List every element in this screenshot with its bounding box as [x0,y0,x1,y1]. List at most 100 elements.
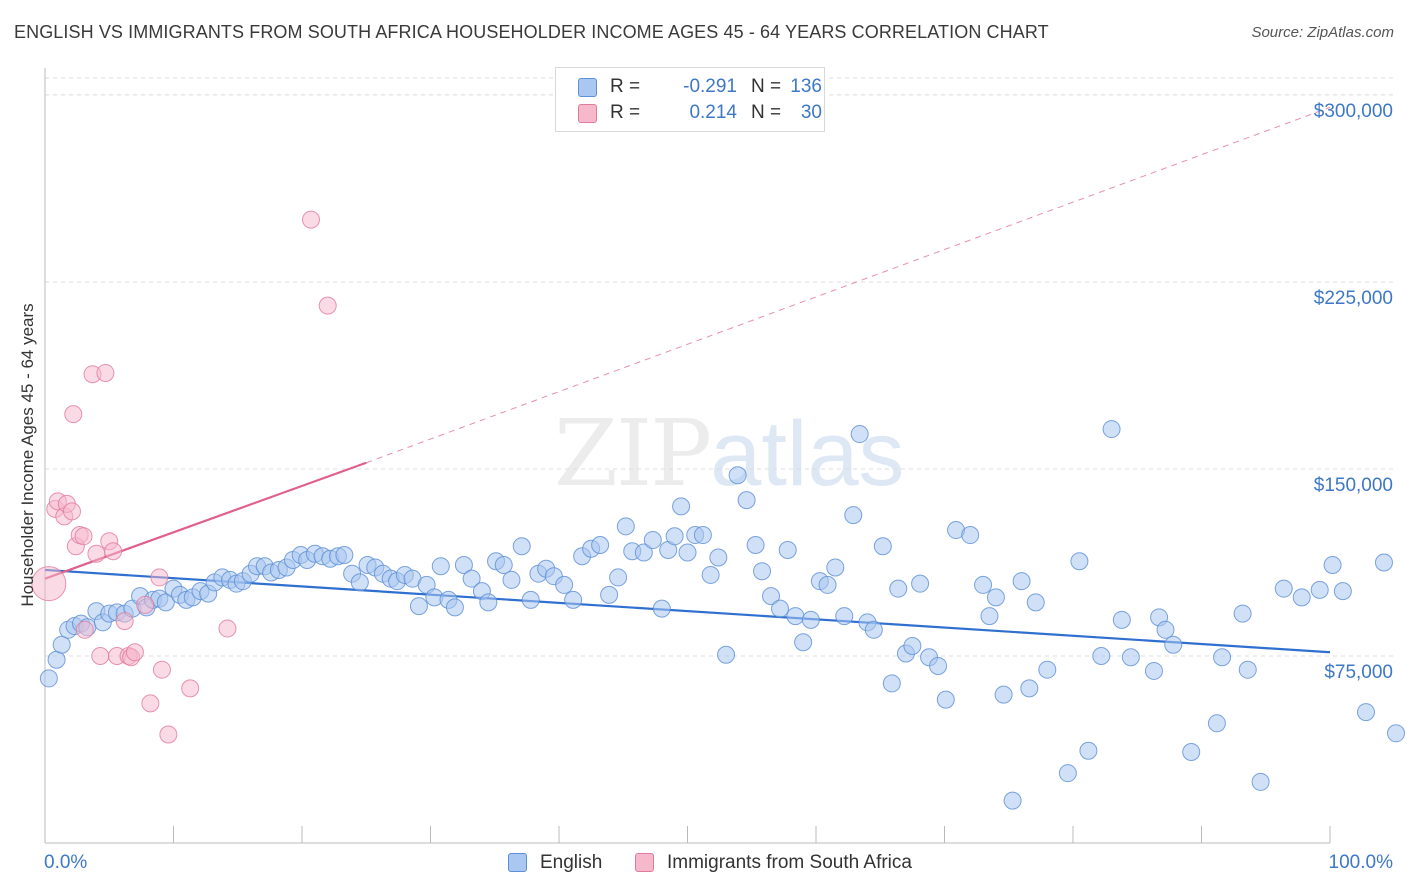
point-english [665,527,684,546]
point-english [882,674,901,693]
point-english [717,645,736,664]
point-english [1092,646,1111,665]
y-axis-label: Householder Income Ages 45 - 64 years [18,303,37,607]
point-english [600,585,619,604]
point-english [1374,553,1393,572]
point-english [1251,772,1270,791]
point-english [873,537,892,556]
point-english [335,545,354,564]
point-english [778,541,797,560]
point-english [479,593,498,612]
trend-line-english [44,568,1331,654]
point-english [864,620,883,639]
point-english [591,536,610,555]
point-south-africa [31,566,67,602]
point-english [961,526,980,545]
x-tick-label-max: 100.0% [1328,852,1393,873]
point-english [1213,648,1232,667]
legend-r-value: -0.291 [683,76,737,97]
point-south-africa [62,502,81,521]
legend-n-label: N = [751,102,782,123]
point-english [643,531,662,550]
point-english [1038,660,1057,679]
point-english [52,635,71,654]
point-english [1026,593,1045,612]
point-english [746,536,765,555]
point-english [728,466,747,485]
y-tick-label: $75,000 [1324,661,1393,683]
legend-swatch-south-africa [578,104,597,123]
point-english [1310,580,1329,599]
point-south-africa [136,595,155,614]
point-south-africa [218,619,237,638]
point-south-africa [125,643,144,662]
point-south-africa [75,620,94,639]
point-english [889,579,908,598]
legend-n-value: 30 [800,102,822,123]
point-english [555,575,574,594]
point-english [616,517,635,536]
point-english [974,575,993,594]
point-south-africa [181,679,200,698]
y-tick-label: $150,000 [1313,474,1393,496]
point-english [771,599,790,618]
point-south-africa [152,660,171,679]
point-english [693,526,712,545]
point-english [929,656,948,675]
axis-layer [44,68,1331,844]
point-english [1387,724,1405,743]
point-english [1323,555,1342,574]
source-label: Source: ZipAtlas.com [1251,24,1394,41]
point-south-africa [115,612,134,631]
point-english [801,610,820,629]
point-south-africa [74,527,93,546]
trend-line-south-africa-extension [366,106,1331,464]
point-south-africa [91,646,110,665]
legend-r-value: 0.214 [689,102,737,123]
point-english [431,557,450,576]
point-english [1292,588,1311,607]
point-english [634,543,653,562]
point-english [678,543,697,562]
point-south-africa [150,568,169,587]
point-english [1333,582,1352,601]
point-english [1182,742,1201,761]
legend-r-label: R = [610,102,641,123]
point-english [1164,635,1183,654]
point-english [709,548,728,567]
point-english [1020,679,1039,698]
point-south-africa [318,296,337,315]
point-south-africa [104,542,123,561]
point-english [409,597,428,616]
bottom-legend-label-south-africa: Immigrants from South Africa [667,852,912,873]
point-english [1156,620,1175,639]
legend: R = -0.291 N = 136 R = 0.214 N = 30 [555,67,825,132]
legend-swatch-english [578,78,597,97]
point-english [672,497,691,516]
point-english [1121,648,1140,667]
point-english [156,593,175,612]
bottom-legend-swatch-english [508,853,527,872]
point-english [502,570,521,589]
legend-n-label: N = [751,76,782,97]
point-english [844,506,863,525]
point-english [911,574,930,593]
point-english [826,558,845,577]
point-english [786,607,805,626]
point-english [1058,764,1077,783]
point-english [1207,714,1226,733]
point-english [1274,579,1293,598]
point-english [818,575,837,594]
bottom-legend-label-english: English [540,852,603,873]
point-english [753,562,772,581]
bottom-legend-swatch-south-africa [635,853,654,872]
point-english [1238,660,1257,679]
point-english [1112,610,1131,629]
point-english [794,633,813,652]
point-english [701,565,720,584]
point-english [39,669,58,688]
point-english [994,685,1013,704]
y-tick-label: $300,000 [1313,100,1393,122]
point-english [609,568,628,587]
point-english [1012,572,1031,591]
